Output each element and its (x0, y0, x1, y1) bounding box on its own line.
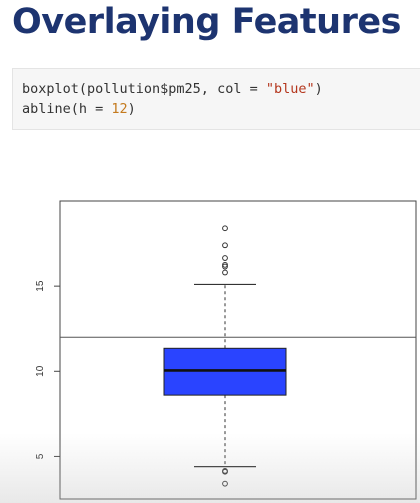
code-line-1-call: boxplot(pollution$pm25, col = (22, 81, 266, 97)
code-line-2-call: abline(h = (22, 101, 112, 117)
code-line-1: boxplot(pollution$pm25, col = "blue") (22, 81, 323, 97)
boxplot-svg: 5 10 15 (35, 200, 417, 500)
code-line-2: abline(h = 12) (22, 101, 136, 117)
outlier-point (222, 261, 228, 268)
code-line-2-close: ) (127, 101, 136, 117)
code-line-2-number: 12 (111, 101, 128, 117)
outlier-point (222, 480, 228, 487)
plot-frame (59, 200, 417, 500)
code-block: boxplot(pollution$pm25, col = "blue") ab… (12, 68, 420, 130)
outlier-point (222, 242, 228, 249)
y-tick-label-15: 15 (35, 280, 46, 292)
y-tick-label-10: 10 (35, 365, 46, 377)
y-tick-label-5: 5 (35, 453, 46, 459)
outlier-point (222, 255, 228, 261)
outlier-point (222, 263, 228, 270)
outlier-point (222, 269, 228, 276)
code-line-1-string: "blue" (265, 81, 315, 97)
outlier-point (222, 468, 228, 474)
boxplot-chart: 5 10 15 (0, 180, 420, 503)
code-line-1-close: ) (314, 81, 323, 97)
slide-title: Overlaying Features (12, 2, 401, 42)
outlier-point (222, 225, 228, 232)
